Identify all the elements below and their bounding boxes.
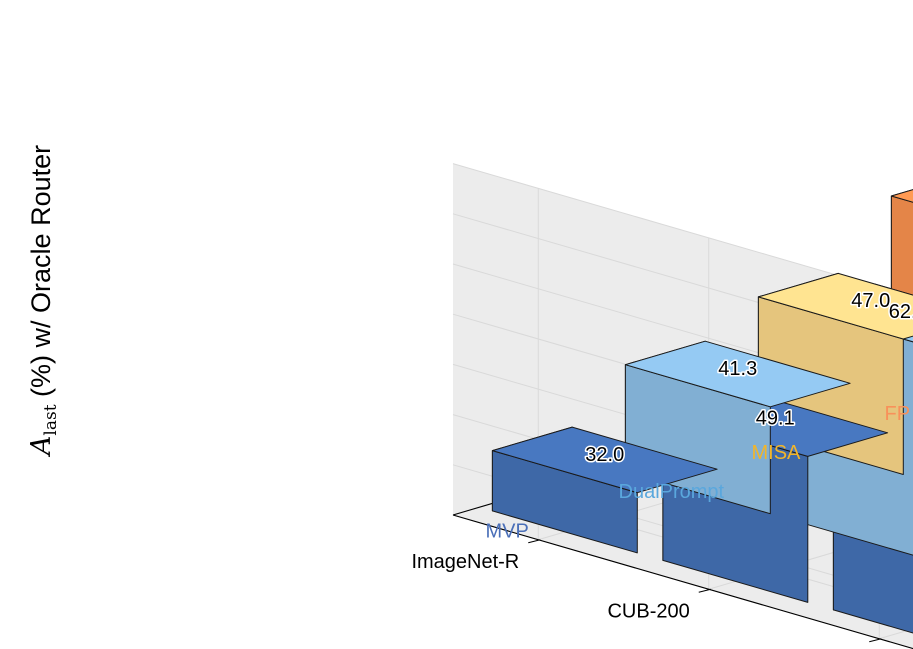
bar-top-face [624, 340, 851, 408]
method-tick-label: MVP [486, 520, 529, 542]
value-label: 32.0 [585, 444, 624, 466]
bar-top-face [757, 272, 913, 340]
bar-top-face [491, 426, 718, 494]
y-axis-label-subscript: last [41, 404, 61, 435]
y-axis-label: Alast (%) w/ Oracle Router [26, 145, 61, 458]
grid-line-floor [708, 528, 913, 590]
method-tick-label: FP w/o RP [885, 403, 913, 425]
value-label: 41.3 [718, 358, 757, 380]
dataset-tick-label: CUB-200 [607, 600, 689, 622]
bars [491, 189, 913, 634]
value-label: 62.5 [889, 301, 913, 323]
method-tick-label: DualPrompt [619, 481, 725, 503]
dataset-tick-label: ImageNet-R [411, 551, 519, 573]
y-axis-label-symbol: A [26, 436, 57, 459]
dataset-tick [698, 588, 711, 593]
dataset-tick [528, 539, 541, 544]
value-label: 47.0 [851, 290, 890, 312]
method-tick-label: MISA [752, 442, 802, 464]
dataset-tick [869, 638, 882, 643]
bar [491, 426, 718, 554]
value-label: 49.1 [756, 408, 795, 430]
y-axis-label-text: (%) w/ Oracle Router [26, 145, 56, 405]
value-labels: 87.887.873.881.374.259.876.763.459.362.4… [584, 289, 913, 468]
tick-labels: 2030405060708090CIFAR-100CUB-200ImageNet… [411, 403, 913, 622]
bar-top-face [890, 189, 913, 203]
